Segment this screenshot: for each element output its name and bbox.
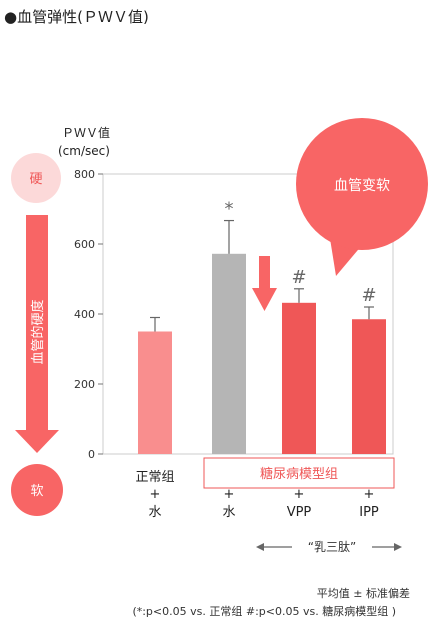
significance-marker: #	[361, 285, 376, 306]
y-axis-title: ＰＷＶ值	[62, 125, 110, 140]
category-labels: 正常组 + 水 + 水 + VPP + IPP	[135, 470, 378, 520]
y-axis-unit: (cm/sec)	[58, 144, 110, 158]
category-plus: +	[224, 487, 235, 502]
bar	[138, 331, 172, 454]
page-title: ●血管弹性(ＰＷＶ值)	[4, 8, 149, 26]
hardness-arrow-shaft	[26, 215, 48, 430]
hardness-arrow-label: 血管的硬度	[30, 299, 46, 364]
group-label: 糖尿病模型组	[260, 466, 338, 482]
y-tick-label: 600	[74, 238, 95, 251]
bar	[282, 302, 316, 454]
category-sub: 水	[222, 505, 235, 520]
category-sub: VPP	[287, 505, 312, 520]
decrease-arrow-shaft	[259, 256, 270, 292]
peptide-right-arrow-head	[394, 543, 402, 551]
footnote-significance: (*:p<0.05 vs. 正常组 #:p<0.05 vs. 糖尿病模型组 )	[132, 604, 396, 618]
soft-label: 软	[30, 484, 43, 499]
bar	[352, 319, 386, 454]
significance-marker: #	[291, 267, 306, 288]
bubble-label: 血管变软	[334, 178, 390, 194]
category-plus: +	[294, 487, 305, 502]
category-sub: 水	[148, 505, 161, 520]
y-ticks: 800 600 400 200 0	[74, 168, 103, 461]
hard-label: 硬	[29, 172, 42, 187]
hard-circle	[11, 153, 61, 203]
y-tick-label: 800	[74, 168, 95, 181]
decrease-arrow-head	[252, 288, 277, 311]
category-plus: +	[364, 487, 375, 502]
soft-circle	[11, 464, 63, 516]
category-sub: IPP	[359, 505, 379, 520]
peptide-left-arrow-head	[256, 543, 264, 551]
bars: * # #	[138, 199, 386, 454]
category-plus: +	[150, 487, 161, 502]
significance-marker: *	[225, 199, 234, 220]
bar	[212, 253, 246, 454]
peptide-label: “乳三肽”	[308, 539, 356, 554]
group-bracket	[203, 457, 395, 489]
y-tick-label: 200	[74, 378, 95, 391]
footnote-mean-sd: 平均值 ± 标准偏差	[317, 586, 410, 600]
hardness-arrow-head	[15, 430, 59, 453]
category-name: 正常组	[135, 470, 174, 485]
speech-bubble	[296, 118, 428, 250]
y-tick-label: 400	[74, 308, 95, 321]
y-tick-label: 0	[88, 448, 95, 461]
